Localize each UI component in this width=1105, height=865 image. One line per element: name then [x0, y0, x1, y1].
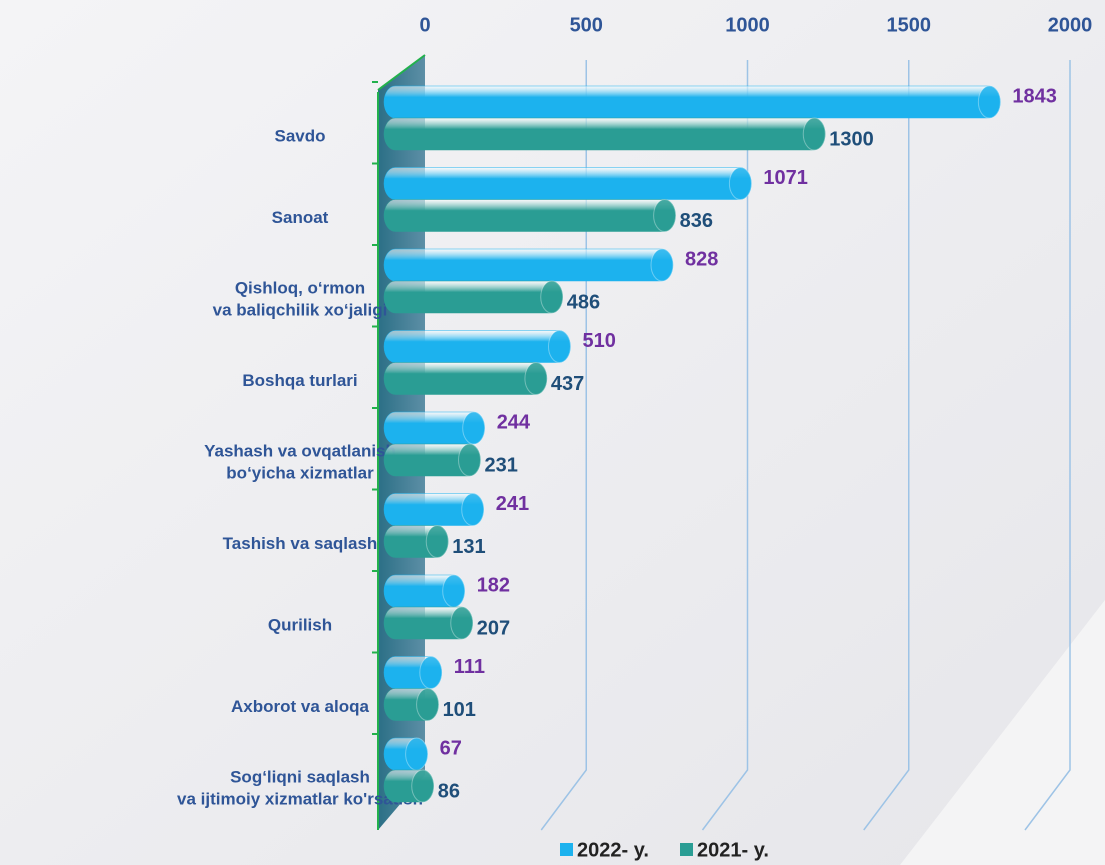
bar-cap: [411, 769, 435, 803]
legend-swatch: [680, 843, 693, 856]
value-label: 241: [496, 493, 529, 515]
legend-label: 2022- y.: [577, 839, 649, 861]
bar: [383, 167, 752, 200]
bar: [383, 362, 548, 395]
value-label: 836: [680, 210, 713, 232]
category-label: Tashish va saqlash: [223, 534, 378, 553]
value-label: 67: [440, 737, 462, 759]
grid-line: [1024, 60, 1071, 831]
bar-cap: [461, 493, 485, 526]
value-label: 131: [452, 536, 485, 558]
value-label: 111: [454, 656, 485, 678]
grid-line: [863, 60, 910, 831]
value-label: 1843: [1012, 85, 1056, 107]
bar-cap: [650, 248, 674, 282]
x-tick-label: 500: [570, 14, 603, 36]
category-label: Boshqa turlari: [242, 371, 357, 390]
x-tick-label: 1000: [725, 14, 770, 36]
bar: [383, 248, 674, 282]
category-label: Savdo: [274, 126, 325, 145]
grid-line: [540, 60, 587, 831]
bar: [383, 330, 571, 363]
bar-cap: [728, 167, 752, 200]
bar-cap: [442, 574, 466, 608]
bar-cap: [653, 199, 677, 232]
bar-cap: [462, 411, 486, 445]
category-label: Qurilish: [268, 615, 332, 634]
value-label: 486: [567, 291, 600, 313]
value-label: 437: [551, 373, 584, 395]
bar-cap: [405, 737, 429, 771]
category-label: Qishloq, o‘rmon: [235, 278, 365, 297]
value-label: 828: [685, 248, 718, 270]
bar: [383, 117, 826, 151]
value-label: 1071: [763, 167, 808, 189]
category-label: va ijtimoiy xizmatlar ko'rsatish: [177, 789, 423, 808]
value-label: 510: [582, 330, 615, 352]
bar: [383, 85, 1001, 119]
bar-cap: [524, 362, 548, 395]
category-label: Sog‘liqni saqlash: [230, 767, 370, 786]
category-label: Axborot va aloqa: [231, 697, 369, 716]
x-tick-label: 2000: [1048, 14, 1093, 36]
value-label: 182: [477, 574, 510, 596]
bar-cap: [425, 525, 449, 558]
value-label: 86: [438, 780, 460, 802]
bar-cap: [419, 656, 443, 689]
x-tick-label: 0: [419, 14, 430, 36]
bar-cap: [457, 443, 481, 477]
axis-line: [377, 54, 426, 91]
category-label: va baliqchilik xo‘jaligi: [213, 300, 388, 319]
legend-label: 2021- y.: [697, 839, 769, 861]
bar: [383, 280, 563, 314]
legend-swatch: [560, 843, 573, 856]
bar-cap: [540, 280, 564, 314]
bar-cap: [547, 330, 571, 363]
category-label: Sanoat: [272, 208, 329, 227]
background-shape: [900, 600, 1105, 865]
category-label: Yashash va ovqatlanish: [204, 441, 396, 460]
bar: [383, 199, 676, 232]
bar-cap: [977, 85, 1001, 119]
value-label: 244: [497, 411, 531, 433]
value-label: 207: [477, 617, 510, 639]
value-label: 101: [443, 699, 476, 721]
bar-cap: [450, 606, 474, 640]
x-tick-label: 1500: [887, 14, 932, 36]
grid-line: [701, 60, 749, 831]
value-label: 231: [484, 454, 517, 476]
category-label: bo‘yicha xizmatlar: [226, 463, 374, 482]
bar-cap: [802, 117, 826, 151]
bar-cap: [416, 688, 440, 721]
value-label: 1300: [829, 128, 874, 150]
